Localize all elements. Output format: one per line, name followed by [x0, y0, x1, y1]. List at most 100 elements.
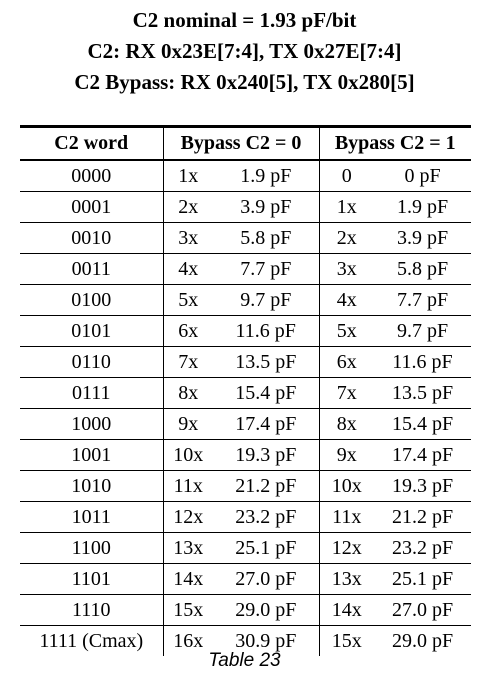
table-row: 1100 13x 25.1 pF 12x 23.2 pF: [20, 532, 471, 564]
cell-bypass1-capacitance: 11.6 pF: [374, 346, 471, 378]
cell-bypass1-multiplier: 9x: [318, 439, 374, 471]
cell-c2-word: 1101: [20, 563, 163, 595]
cell-c2-word: 0101: [20, 315, 163, 347]
header-c2-registers: C2: RX 0x23E[7:4], TX 0x27E[7:4]: [87, 39, 402, 63]
cell-c2-word: 1111 (Cmax): [39, 629, 144, 652]
col-header-bypass-1: Bypass C2 = 1: [318, 125, 471, 161]
header-nominal: C2 nominal = 1.93 pF/bit: [132, 8, 357, 32]
cell-c2-word: 0010: [20, 222, 163, 254]
cell-c2-word: 1011: [20, 501, 163, 533]
table-row: 1000 9x 17.4 pF 8x 15.4 pF: [20, 408, 471, 440]
cell-bypass1-multiplier: 15x: [318, 625, 374, 656]
table-row: 0000 1x 1.9 pF 0 0 pF: [20, 160, 471, 192]
cell-c2-word: 1000: [20, 408, 163, 440]
cell-bypass0-capacitance: 19.3 pF: [213, 439, 319, 471]
table-row: 1101 14x 27.0 pF 13x 25.1 pF: [20, 563, 471, 595]
cell-bypass0-capacitance: 21.2 pF: [213, 470, 319, 502]
cell-c2-word: 0000: [20, 160, 163, 192]
cell-bypass0-multiplier: 8x: [162, 377, 213, 409]
cell-bypass1-multiplier: 3x: [318, 253, 374, 285]
col-header-bypass-0: Bypass C2 = 0: [162, 125, 319, 161]
cell-bypass1-capacitance: 1.9 pF: [374, 191, 471, 223]
cell-bypass0-capacitance: 13.5 pF: [213, 346, 319, 378]
table-row: 0111 8x 15.4 pF 7x 13.5 pF: [20, 377, 471, 409]
cell-c2-word: 0111: [20, 377, 163, 409]
cell-bypass0-capacitance: 1.9 pF: [213, 160, 319, 192]
cell-bypass1-capacitance: 25.1 pF: [374, 563, 471, 595]
cell-bypass0-multiplier: 15x: [162, 594, 213, 626]
cell-c2-word: 1100: [20, 532, 163, 564]
table-row: 1110 15x 29.0 pF 14x 27.0 pF: [20, 594, 471, 626]
cell-bypass0-multiplier: 3x: [162, 222, 213, 254]
cell-bypass1-capacitance: 21.2 pF: [374, 501, 471, 533]
cell-bypass1-multiplier: 12x: [318, 532, 374, 564]
table-row: 1111 (Cmax) 16x 30.9 pF 15x 29.0 pF: [20, 625, 471, 656]
cell-c2-word: 1110: [20, 594, 163, 626]
cell-bypass0-capacitance: 11.6 pF: [213, 315, 319, 347]
cell-bypass1-capacitance: 0 pF: [374, 160, 471, 192]
table-row: 0110 7x 13.5 pF 6x 11.6 pF: [20, 346, 471, 378]
cell-c2-word: 0011: [20, 253, 163, 285]
cell-bypass0-multiplier: 7x: [162, 346, 213, 378]
cell-bypass0-multiplier: 4x: [162, 253, 213, 285]
cell-bypass1-multiplier: 6x: [318, 346, 374, 378]
cell-bypass1-multiplier: 7x: [318, 377, 374, 409]
table-row: 0100 5x 9.7 pF 4x 7.7 pF: [20, 284, 471, 316]
cell-bypass0-multiplier: 10x: [162, 439, 213, 471]
table-row: 0011 4x 7.7 pF 3x 5.8 pF: [20, 253, 471, 285]
cell-bypass0-multiplier: 1x: [162, 160, 213, 192]
cell-bypass1-multiplier: 14x: [318, 594, 374, 626]
cell-bypass1-capacitance: 3.9 pF: [374, 222, 471, 254]
cell-bypass1-multiplier: 4x: [318, 284, 374, 316]
cell-c2-word: 0100: [20, 284, 163, 316]
cell-bypass0-capacitance: 27.0 pF: [213, 563, 319, 595]
cell-bypass1-multiplier: 0: [318, 160, 374, 192]
cell-bypass0-capacitance: 15.4 pF: [213, 377, 319, 409]
cell-bypass0-capacitance: 17.4 pF: [213, 408, 319, 440]
cell-bypass1-capacitance: 5.8 pF: [374, 253, 471, 285]
cell-bypass1-multiplier: 8x: [318, 408, 374, 440]
cell-bypass1-capacitance: 29.0 pF: [391, 629, 454, 652]
cell-bypass0-multiplier: 13x: [162, 532, 213, 564]
cell-bypass0-capacitance: 30.9 pF: [235, 629, 297, 652]
cell-bypass0-multiplier: 2x: [162, 191, 213, 223]
cell-bypass0-capacitance: 7.7 pF: [213, 253, 319, 285]
table-row: 1001 10x 19.3 pF 9x 17.4 pF: [20, 439, 471, 471]
cell-bypass0-capacitance: 23.2 pF: [213, 501, 319, 533]
cell-bypass1-multiplier: 2x: [318, 222, 374, 254]
cell-bypass1-capacitance: 7.7 pF: [374, 284, 471, 316]
cell-bypass1-capacitance: 13.5 pF: [374, 377, 471, 409]
cell-bypass1-capacitance: 17.4 pF: [374, 439, 471, 471]
header-bypass-registers: C2 Bypass: RX 0x240[5], TX 0x280[5]: [74, 70, 415, 94]
table-row: 0001 2x 3.9 pF 1x 1.9 pF: [20, 191, 471, 223]
cell-c2-word: 0110: [20, 346, 163, 378]
cell-bypass0-capacitance: 5.8 pF: [213, 222, 319, 254]
cell-c2-word: 1010: [20, 470, 163, 502]
cell-bypass0-multiplier: 14x: [162, 563, 213, 595]
table-row: 0010 3x 5.8 pF 2x 3.9 pF: [20, 222, 471, 254]
cell-bypass0-multiplier: 16x: [162, 625, 213, 656]
c2-capacitance-table: C2 word Bypass C2 = 0 Bypass C2 = 1 0000…: [20, 125, 471, 656]
cell-bypass0-capacitance: 3.9 pF: [213, 191, 319, 223]
cell-bypass1-multiplier: 10x: [318, 470, 374, 502]
cell-bypass1-multiplier: 5x: [318, 315, 374, 347]
cell-bypass0-multiplier: 6x: [162, 315, 213, 347]
cell-bypass0-multiplier: 12x: [162, 501, 213, 533]
table-row: 0101 6x 11.6 pF 5x 9.7 pF: [20, 315, 471, 347]
cell-c2-word: 1001: [20, 439, 163, 471]
cell-bypass1-capacitance: 9.7 pF: [374, 315, 471, 347]
cell-bypass0-multiplier: 9x: [162, 408, 213, 440]
table-caption: Table 23: [208, 650, 281, 671]
table-row: 1010 11x 21.2 pF 10x 19.3 pF: [20, 470, 471, 502]
cell-bypass1-capacitance: 27.0 pF: [374, 594, 471, 626]
table-header-row: C2 word Bypass C2 = 0 Bypass C2 = 1: [20, 125, 471, 161]
table-row: 1011 12x 23.2 pF 11x 21.2 pF: [20, 501, 471, 533]
cell-bypass0-capacitance: 25.1 pF: [213, 532, 319, 564]
cell-bypass0-capacitance: 29.0 pF: [213, 594, 319, 626]
cell-bypass0-multiplier: 11x: [162, 470, 213, 502]
col-header-c2-word: C2 word: [20, 125, 163, 161]
cell-bypass0-multiplier: 5x: [162, 284, 213, 316]
cell-bypass1-multiplier: 1x: [318, 191, 374, 223]
cell-bypass0-capacitance: 9.7 pF: [213, 284, 319, 316]
cell-bypass1-capacitance: 15.4 pF: [374, 408, 471, 440]
